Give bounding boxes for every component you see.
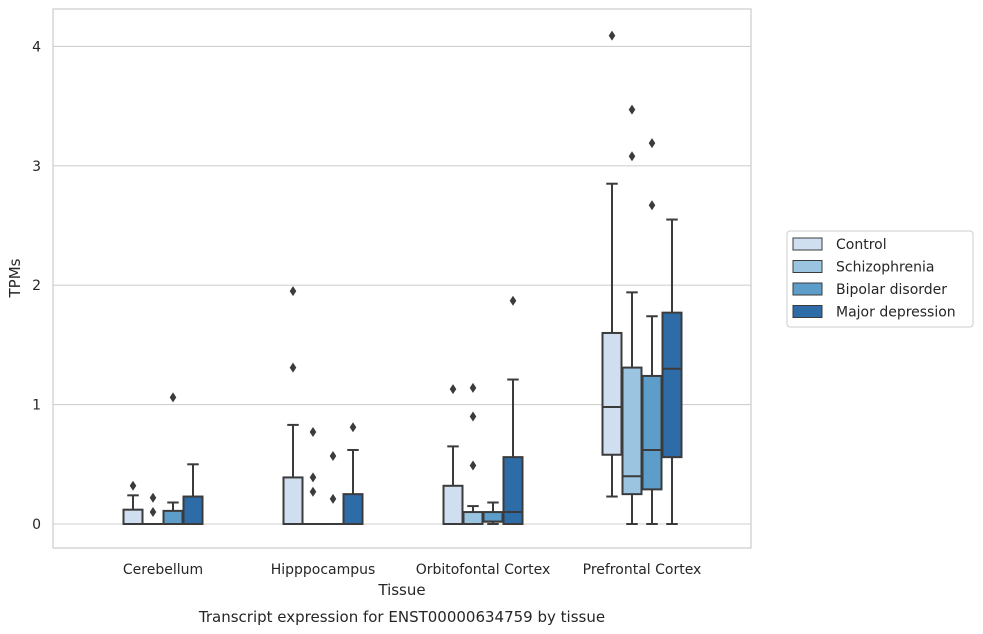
y-axis-label: TPMs xyxy=(6,258,24,298)
legend-swatch xyxy=(792,305,823,318)
iqr-box xyxy=(462,511,484,525)
box-2-2 xyxy=(482,501,504,525)
chart-caption: Transcript expression for ENST0000063475… xyxy=(198,608,605,626)
outlier-point xyxy=(289,362,297,373)
x-tick-label: Cerebellum xyxy=(123,562,203,578)
iqr-box xyxy=(482,511,504,523)
box-2-0 xyxy=(442,384,464,525)
iqr-box xyxy=(601,331,623,456)
outlier-point xyxy=(309,427,317,438)
outlier-point xyxy=(149,507,157,518)
outlier-point xyxy=(309,486,317,497)
y-axis-ticks: 0 1 2 3 4 xyxy=(32,39,41,533)
outlier-point xyxy=(469,382,477,393)
outlier-point xyxy=(349,422,357,433)
legend-entry-label: Bipolar disorder xyxy=(836,282,947,298)
box-2-3 xyxy=(502,295,524,525)
legend-swatch xyxy=(792,260,823,273)
outlier-point xyxy=(149,492,157,503)
box-1-1 xyxy=(302,427,324,526)
iqr-box xyxy=(442,484,464,525)
x-tick-label: Prefrontal Cortex xyxy=(583,562,702,578)
legend-entry-label: Control xyxy=(836,237,887,253)
outlier-point xyxy=(129,480,137,491)
box-1-0 xyxy=(282,286,304,525)
legend-entry-label: Schizophrenia xyxy=(836,260,934,276)
iqr-box xyxy=(621,366,643,496)
iqr-box xyxy=(342,493,364,525)
x-tick-label: Hipppocampus xyxy=(271,562,376,578)
outlier-point xyxy=(329,493,337,504)
legend: Control Schizophrenia Bipolar disorder Majo… xyxy=(786,230,974,328)
legend-entry-label: Major depression xyxy=(836,305,956,321)
legend-swatch xyxy=(792,282,823,296)
box-3-3 xyxy=(661,218,683,525)
y-tick-label: 1 xyxy=(32,398,41,414)
iqr-box xyxy=(182,495,204,525)
x-tick-label: Orbitofontal Cortex xyxy=(416,562,551,578)
y-tick-label: 0 xyxy=(32,517,41,533)
legend-frame xyxy=(786,230,974,328)
box-3-2 xyxy=(641,138,663,525)
box-3-1 xyxy=(621,104,643,525)
box-series xyxy=(122,30,683,526)
outlier-point xyxy=(608,30,616,41)
y-tick-label: 2 xyxy=(32,278,41,294)
box-1-2 xyxy=(322,450,344,526)
plot-area xyxy=(52,8,752,549)
box-0-2 xyxy=(162,392,184,525)
x-axis-ticks: Cerebellum Hipppocampus Orbitofontal Corte… xyxy=(123,562,701,578)
outlier-point xyxy=(449,384,457,395)
outlier-point xyxy=(628,104,636,115)
outlier-point xyxy=(309,472,317,483)
iqr-box xyxy=(661,311,683,459)
outlier-point xyxy=(469,411,477,422)
box-3-0 xyxy=(601,30,623,498)
iqr-box xyxy=(162,509,184,525)
outlier-point xyxy=(289,286,297,297)
outlier-point xyxy=(169,392,177,403)
outlier-point xyxy=(648,200,656,211)
iqr-box xyxy=(122,508,144,525)
iqr-box xyxy=(641,374,663,491)
legend-swatch xyxy=(792,237,823,251)
box-0-0 xyxy=(122,480,144,525)
outlier-point xyxy=(509,295,517,306)
outlier-point xyxy=(648,138,656,149)
outlier-point xyxy=(329,450,337,461)
y-tick-label: 4 xyxy=(32,39,41,55)
outlier-point xyxy=(628,151,636,162)
box-0-1 xyxy=(142,492,164,526)
outlier-point xyxy=(469,460,477,471)
y-tick-label: 3 xyxy=(32,159,41,175)
iqr-box xyxy=(502,456,524,525)
box-1-3 xyxy=(342,422,364,525)
box-0-3 xyxy=(182,463,204,525)
x-axis-label: Tissue xyxy=(377,581,425,599)
iqr-box xyxy=(282,476,304,525)
